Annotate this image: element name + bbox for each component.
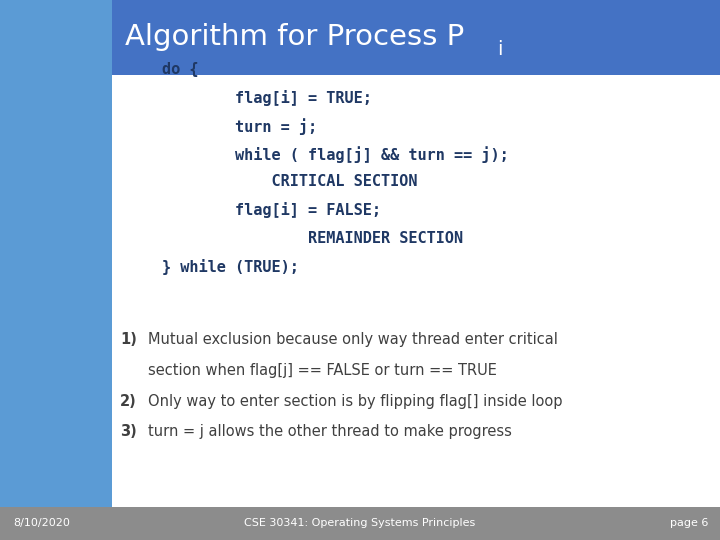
Text: 2): 2) [120,394,137,409]
Text: 8/10/2020: 8/10/2020 [13,518,70,528]
Text: CSE 30341: Operating Systems Principles: CSE 30341: Operating Systems Principles [244,518,476,528]
Text: flag[i] = FALSE;: flag[i] = FALSE; [162,202,381,219]
Text: REMAINDER SECTION: REMAINDER SECTION [162,231,463,246]
Text: page 6: page 6 [670,518,708,528]
Text: while ( flag[j] && turn == j);: while ( flag[j] && turn == j); [162,146,509,163]
FancyBboxPatch shape [112,75,720,507]
Text: flag[i] = TRUE;: flag[i] = TRUE; [162,90,372,106]
Text: do {: do { [162,62,199,77]
Text: 3): 3) [120,424,137,439]
FancyBboxPatch shape [112,0,720,75]
Text: turn = j allows the other thread to make progress: turn = j allows the other thread to make… [148,424,511,439]
Text: CRITICAL SECTION: CRITICAL SECTION [162,174,418,190]
Text: 1): 1) [120,332,137,347]
FancyBboxPatch shape [0,0,112,507]
FancyBboxPatch shape [0,507,720,540]
Text: i: i [498,39,503,59]
Text: section when flag[j] == FALSE or turn == TRUE: section when flag[j] == FALSE or turn ==… [148,363,497,379]
Text: turn = j;: turn = j; [162,118,317,135]
Text: Algorithm for Process P: Algorithm for Process P [125,23,464,51]
Text: Mutual exclusion because only way thread enter critical: Mutual exclusion because only way thread… [148,332,557,347]
Text: } while (TRUE);: } while (TRUE); [162,259,299,275]
Text: Only way to enter section is by flipping flag[] inside loop: Only way to enter section is by flipping… [148,394,562,409]
